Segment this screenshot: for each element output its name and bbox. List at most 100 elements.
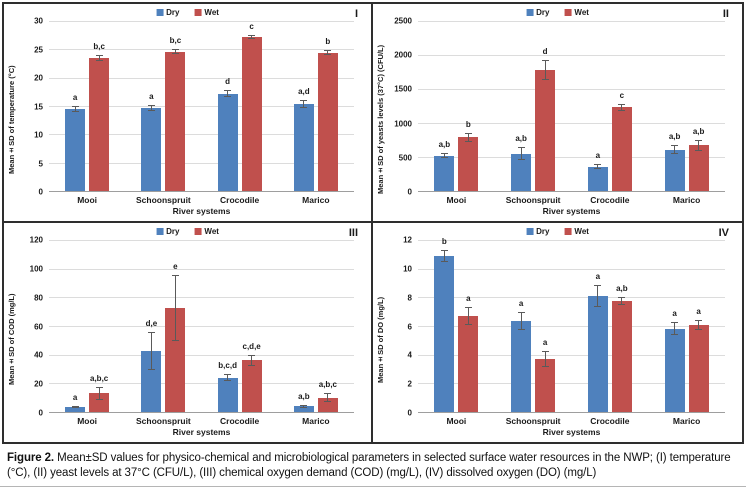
y-tick-label: 10 [34,130,43,140]
error-bar-cap-bottom [171,340,179,342]
x-category-label-mooi: Mooi [446,195,467,205]
bar-wet-crocodile: c,d,e [241,240,262,412]
error-bar [695,140,703,151]
bar-rect [89,393,110,412]
bar-group-schoonspruit: a b,c [125,21,201,191]
error-bar [517,146,525,161]
bar-rect [535,358,556,412]
bar-groups: a a,b,c d,e e b,c,d c,d,e a,b a,b,c [49,240,354,412]
error-bar-cap-top [440,250,448,252]
bar-group-marico: a,b a,b,c [278,240,354,412]
bar-dry-crocodile: b,c,d [217,240,238,412]
legend-swatch-dry-icon [526,228,534,235]
significance-label: b,c [93,42,105,51]
bar-rect [664,149,685,191]
bar-rect [688,145,709,191]
bar-dry-mooi: b [434,238,455,412]
caption-text: Mean±SD values for physico-chemical and … [7,452,731,480]
significance-label: a [672,309,677,319]
bar-wet-mooi: a,b,c [89,240,110,412]
chart-body: Mean±SD of temperature (°C) 0 5 10 15 20 25 30 a… [6,17,367,218]
error-bar-cap-top [95,55,103,57]
bar-wet-crocodile: c [611,21,632,191]
error-bar [618,297,626,305]
error-bar-line [174,49,176,54]
error-bar-cap-bottom [95,398,103,400]
x-category-label-crocodile: Crocodile [590,416,630,426]
bar-group-schoonspruit: d,e e [125,240,201,412]
y-tick-label: 500 [398,153,412,163]
legend-label-dry: Dry [166,8,180,17]
bar-rect [65,406,86,412]
error-bar-line [520,312,522,330]
bar-rect [664,328,685,412]
legend-item-wet: Wet [194,8,219,17]
error-bar [671,322,679,336]
panel-label-I: I [354,8,358,20]
error-bar-cap-bottom [618,303,626,305]
gridline [418,268,725,270]
significance-label: b [465,119,471,129]
error-bar [594,163,602,170]
bar-rect [511,153,532,191]
bar-rect [611,107,632,191]
x-axis-title: River systems [172,427,231,437]
error-bar-line [674,144,676,155]
bar-dry-crocodile: a [587,240,608,412]
error-bar [541,351,549,367]
gridline [418,55,725,56]
significance-label: c,d,e [242,341,261,351]
bar-dry-marico: a,b [664,21,685,191]
error-bar-cap-top [671,144,679,146]
significance-label: a [72,392,78,402]
error-bar-cap-top [541,351,549,353]
bar-wet-schoonspruit: d [535,21,556,191]
y-tick-label: 120 [29,235,43,245]
legend-swatch-wet-icon [564,9,572,16]
error-bar-cap-top [464,132,472,134]
y-tick-label: 40 [34,350,43,360]
gridline [418,383,725,385]
bar-wet-marico: a,b,c [317,240,338,412]
error-bar-cap-bottom [440,260,448,262]
bar-group-crocodile: a a,b [572,240,649,412]
y-axis: 0 5 10 15 20 25 30 [19,17,49,197]
bar-dry-schoonspruit: a,b [511,21,532,191]
legend-swatch-dry-icon [156,228,164,235]
bar-wet-marico: b [317,21,338,191]
significance-label: a [466,294,471,304]
error-bar-line [251,35,253,39]
significance-label: e [173,262,178,272]
bar-rect [89,57,110,191]
gridline [49,77,354,79]
y-tick-label: 2000 [394,50,412,60]
error-bar-cap-bottom [440,157,448,159]
gridline [418,123,725,124]
error-bar-line [251,354,253,367]
error-bar [71,405,79,409]
y-tick-label: 10 [403,264,412,274]
error-bar-cap-bottom [464,141,472,143]
significance-label: b,c [169,36,182,46]
error-bar-cap-top [248,35,256,37]
bar-rect [65,108,86,191]
y-tick-label: 1000 [394,119,412,129]
significance-label: a,b [616,284,628,294]
x-category-label-crocodile: Crocodile [220,416,260,426]
error-bar-line [467,132,469,143]
bar-group-crocodile: b,c,d c,d,e [202,240,278,412]
significance-label: a [595,272,601,282]
error-bar [464,132,472,143]
y-tick-label: 20 [34,73,43,83]
bar-rect [688,325,709,412]
chart-panel-I: Dry Wet I Mean±SD of temperature (°C) 0 5 10 15… [4,4,373,223]
gridline [418,326,725,327]
error-bar [324,50,332,55]
bar-rect [293,406,314,412]
error-bar-line [698,320,700,331]
error-bar-cap-bottom [300,106,308,108]
significance-label: a,b [515,133,527,143]
bar-rect [217,93,238,191]
